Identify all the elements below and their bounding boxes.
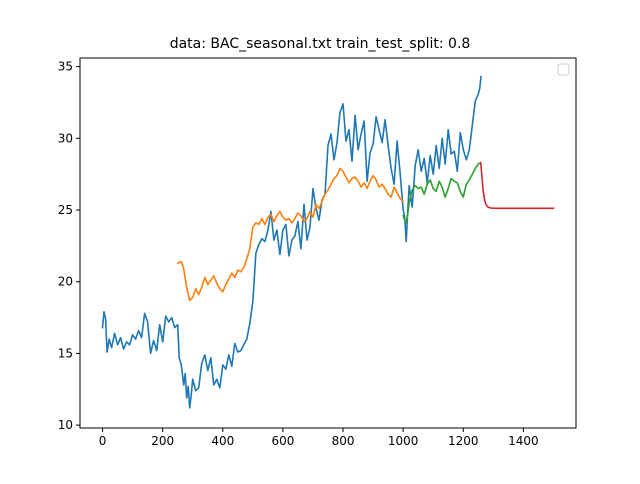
legend-box [557,63,570,76]
x-tick-label: 0 [99,434,107,448]
legend [557,63,570,76]
series-line-3 [479,161,555,210]
y-tick-label: 20 [58,275,73,289]
series-line-1 [176,167,405,302]
x-tick-label: 1400 [508,434,539,448]
x-tick-label: 1200 [448,434,479,448]
series-line-2 [402,161,482,224]
chart-title: data: BAC_seasonal.txt train_test_split:… [170,36,471,52]
x-tick-label: 600 [271,434,294,448]
y-axis: 10 15 20 25 30 35 [58,60,80,432]
y-tick-label: 15 [58,346,73,360]
x-tick-label: 400 [211,434,234,448]
plot-area [79,57,577,429]
y-tick-label: 10 [58,418,73,432]
series-line-0 [101,75,482,409]
y-tick-label: 30 [58,131,73,145]
x-tick-label: 800 [332,434,355,448]
x-axis: 0 200 400 600 800 1000 1200 1400 [99,428,539,448]
x-tick-label: 1000 [388,434,419,448]
series-layer [101,75,555,409]
x-tick-label: 200 [151,434,174,448]
y-tick-label: 25 [58,203,73,217]
axes-frame [79,57,577,429]
y-tick-label: 35 [58,60,73,74]
